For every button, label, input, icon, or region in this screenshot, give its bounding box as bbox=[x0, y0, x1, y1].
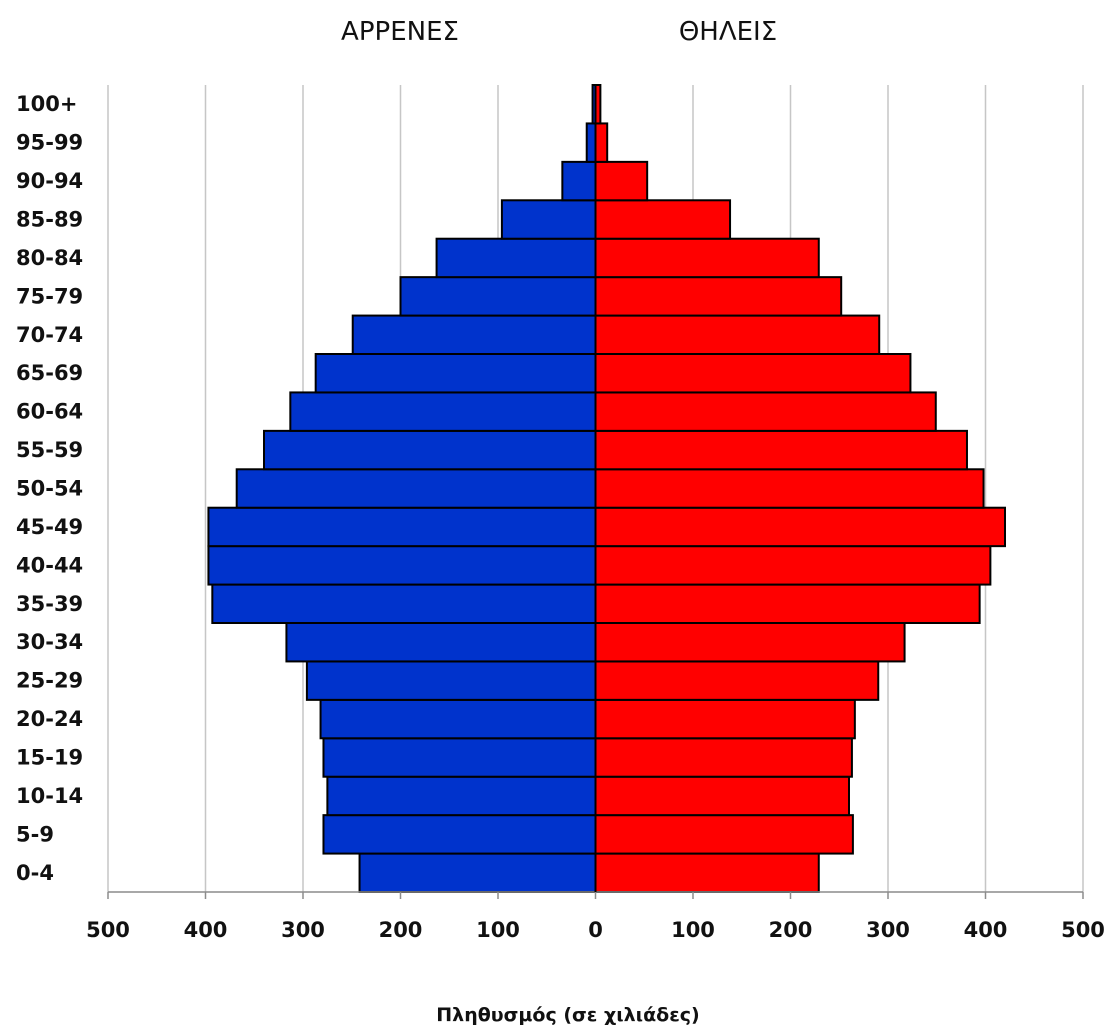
bar-female-50-54 bbox=[594, 468, 985, 509]
y-tick-label: 80-84 bbox=[16, 246, 83, 270]
bar-male-20-24 bbox=[319, 698, 597, 740]
y-tick-label: 85-89 bbox=[16, 208, 83, 232]
bar-male-35-39 bbox=[211, 583, 597, 624]
bar-female-70-74 bbox=[594, 314, 881, 356]
bar-female-80-84 bbox=[594, 237, 820, 279]
x-tick-label: 200 bbox=[379, 918, 423, 942]
bar-female-90-94 bbox=[594, 160, 649, 202]
bar-female-10-14 bbox=[594, 775, 850, 817]
bar-male-15-19 bbox=[322, 737, 597, 778]
y-tick-label: 50-54 bbox=[16, 477, 83, 501]
bar-female-40-44 bbox=[594, 545, 992, 586]
x-tick-label: 300 bbox=[281, 918, 325, 942]
bar-male-50-54 bbox=[235, 468, 597, 509]
bar-female-45-49 bbox=[594, 506, 1006, 548]
bar-female-0-4 bbox=[594, 852, 820, 893]
y-tick-label: 45-49 bbox=[16, 515, 83, 539]
bars bbox=[207, 84, 1006, 893]
females-header: ΘΗΛΕΙΣ bbox=[679, 17, 777, 47]
bar-male-10-14 bbox=[326, 775, 597, 817]
y-tick-label: 70-74 bbox=[16, 323, 83, 347]
males-header: ΑΡΡΕΝΕΣ bbox=[341, 17, 459, 47]
bar-male-30-34 bbox=[285, 622, 597, 663]
bar-male-25-29 bbox=[305, 660, 597, 701]
y-tick-label: 40-44 bbox=[16, 553, 83, 577]
bar-male-85-89 bbox=[500, 199, 597, 240]
bar-female-85-89 bbox=[594, 199, 732, 240]
y-tick-label: 35-39 bbox=[16, 592, 83, 616]
bar-male-5-9 bbox=[322, 814, 597, 855]
x-tick-label: 500 bbox=[1061, 918, 1105, 942]
bar-female-20-24 bbox=[594, 698, 856, 740]
y-tick-label: 10-14 bbox=[16, 784, 83, 808]
bar-female-55-59 bbox=[594, 429, 968, 471]
bar-female-30-34 bbox=[594, 622, 906, 663]
y-tick-label: 0-4 bbox=[16, 861, 54, 885]
y-tick-label: 55-59 bbox=[16, 438, 83, 462]
bar-female-65-69 bbox=[594, 353, 912, 394]
axes bbox=[107, 85, 1084, 899]
x-tick-label: 100 bbox=[476, 918, 520, 942]
y-tick-label: 30-34 bbox=[16, 630, 83, 654]
bar-male-40-44 bbox=[207, 545, 597, 586]
bar-male-60-64 bbox=[289, 391, 597, 432]
bar-male-90-94 bbox=[561, 160, 597, 202]
bar-female-15-19 bbox=[594, 737, 853, 778]
x-tick-labels: 500 400 300 200 100 0 100 200 300 400 500 bbox=[86, 918, 1105, 942]
y-tick-label: 60-64 bbox=[16, 400, 83, 424]
bar-male-0-4 bbox=[358, 852, 597, 893]
y-tick-label: 20-24 bbox=[16, 707, 83, 731]
bar-female-60-64 bbox=[594, 391, 937, 432]
bar-male-55-59 bbox=[263, 429, 597, 471]
y-tick-label: 5-9 bbox=[16, 822, 54, 846]
y-tick-label: 15-19 bbox=[16, 746, 83, 770]
y-tick-label: 90-94 bbox=[16, 169, 83, 193]
y-tick-label: 75-79 bbox=[16, 284, 83, 308]
bar-male-95-99 bbox=[585, 122, 597, 163]
bar-female-95-99 bbox=[594, 122, 609, 163]
y-tick-label: 100+ bbox=[16, 92, 77, 116]
bar-female-35-39 bbox=[594, 583, 981, 624]
bar-male-75-79 bbox=[399, 276, 597, 317]
bar-male-65-69 bbox=[314, 353, 597, 394]
bar-female-5-9 bbox=[594, 814, 854, 855]
bar-male-80-84 bbox=[435, 237, 597, 279]
bar-female-25-29 bbox=[594, 660, 880, 701]
x-axis-title: Πληθυσμός (σε χιλιάδες) bbox=[436, 1004, 699, 1026]
y-tick-label: 65-69 bbox=[16, 361, 83, 385]
y-tick-labels: 0-4 5-9 10-14 15-19 20-24 25-29 30-34 35-39 40-4… bbox=[16, 92, 83, 885]
y-tick-label: 25-29 bbox=[16, 669, 83, 693]
x-tick-label: 200 bbox=[769, 918, 813, 942]
bar-male-45-49 bbox=[207, 506, 597, 548]
x-tick-label: 400 bbox=[184, 918, 228, 942]
x-tick-label: 400 bbox=[964, 918, 1008, 942]
x-tick-label: 100 bbox=[671, 918, 715, 942]
y-tick-label: 95-99 bbox=[16, 131, 83, 155]
bar-female-75-79 bbox=[594, 276, 843, 317]
bar-male-70-74 bbox=[351, 314, 597, 356]
x-tick-label: 300 bbox=[866, 918, 910, 942]
x-tick-label: 0 bbox=[588, 918, 603, 942]
x-tick-label: 500 bbox=[86, 918, 130, 942]
